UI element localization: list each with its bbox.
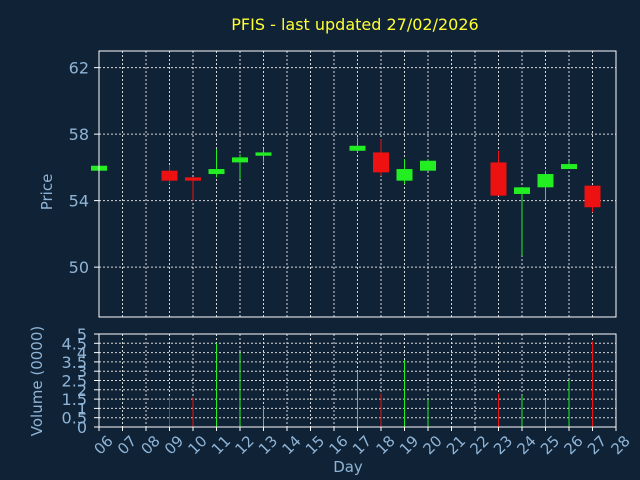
volume-tick-label: 4 bbox=[77, 344, 87, 363]
x-tick-label: 22 bbox=[467, 432, 493, 458]
volume-axis-label: Volume (0000) bbox=[28, 326, 46, 436]
candle-body bbox=[561, 164, 577, 170]
x-tick-label: 10 bbox=[185, 432, 211, 458]
price-panel-frame bbox=[98, 50, 617, 318]
volume-tick-label: 0 bbox=[77, 418, 87, 437]
candle-body bbox=[232, 157, 248, 163]
x-tick-label: 12 bbox=[232, 432, 258, 458]
x-tick-label: 07 bbox=[114, 432, 140, 458]
x-tick-label: 06 bbox=[91, 432, 117, 458]
volume-tick-label: 1.5 bbox=[62, 390, 87, 409]
price-tick-label: 62 bbox=[69, 59, 89, 78]
x-tick-label: 28 bbox=[608, 432, 634, 458]
candle-body bbox=[420, 160, 436, 171]
candle-body bbox=[349, 145, 366, 151]
x-axis-label: Day bbox=[333, 458, 363, 476]
price-tick-label: 58 bbox=[69, 125, 89, 144]
x-tick-label: 09 bbox=[161, 432, 187, 458]
price-axis: 50 54 58 62 bbox=[69, 59, 99, 277]
candle-body bbox=[208, 169, 225, 175]
volume-tick-label: 4.5 bbox=[62, 334, 87, 353]
volume-tick-label: 2.5 bbox=[62, 372, 87, 391]
x-tick-label: 16 bbox=[326, 432, 352, 458]
price-tick-label: 54 bbox=[69, 192, 89, 211]
price-tick-label: 50 bbox=[69, 258, 89, 277]
x-tick-label: 27 bbox=[584, 432, 610, 458]
candle-body bbox=[185, 177, 201, 181]
candle-body bbox=[161, 170, 178, 181]
x-tick-label: 13 bbox=[255, 432, 281, 458]
volume-tick-label: 1 bbox=[77, 399, 87, 418]
volume-tick-label: 3.5 bbox=[62, 353, 87, 372]
volume-tick-label: 5 bbox=[77, 325, 87, 344]
candle-body bbox=[537, 174, 554, 188]
x-tick-label: 15 bbox=[302, 432, 328, 458]
volume-tick-label: 2 bbox=[77, 381, 87, 400]
volume-panel-frame bbox=[98, 333, 617, 428]
x-tick-label: 23 bbox=[490, 432, 516, 458]
candle-body bbox=[514, 187, 530, 194]
x-tick-label: 20 bbox=[420, 432, 446, 458]
candle-body bbox=[373, 152, 389, 173]
volume-tick-label: 0.5 bbox=[62, 409, 87, 428]
x-tick-label: 17 bbox=[349, 432, 375, 458]
x-tick-label: 24 bbox=[514, 432, 540, 458]
x-tick-label: 21 bbox=[443, 432, 469, 458]
candle-body bbox=[255, 152, 272, 156]
chart-title: PFIS - last updated 27/02/2026 bbox=[231, 15, 478, 34]
volume-axis: 00.511.522.533.544.55 bbox=[62, 325, 99, 437]
candles bbox=[91, 137, 601, 256]
x-tick-label: 11 bbox=[208, 432, 234, 458]
x-tick-label: 18 bbox=[373, 432, 399, 458]
candle-body bbox=[584, 185, 601, 208]
x-tick-label: 14 bbox=[279, 432, 305, 458]
x-tick-label: 26 bbox=[561, 432, 587, 458]
volume-bars bbox=[169, 341, 593, 427]
volume-tick-label: 3 bbox=[77, 362, 87, 381]
x-axis: 0607080910111213141516171819202122232425… bbox=[91, 427, 634, 458]
price-axis-label: Price bbox=[38, 174, 56, 211]
x-tick-label: 08 bbox=[138, 432, 164, 458]
x-tick-label: 25 bbox=[537, 432, 563, 458]
x-tick-label: 19 bbox=[396, 432, 422, 458]
candle-body bbox=[396, 169, 413, 181]
candle-body bbox=[490, 162, 507, 196]
